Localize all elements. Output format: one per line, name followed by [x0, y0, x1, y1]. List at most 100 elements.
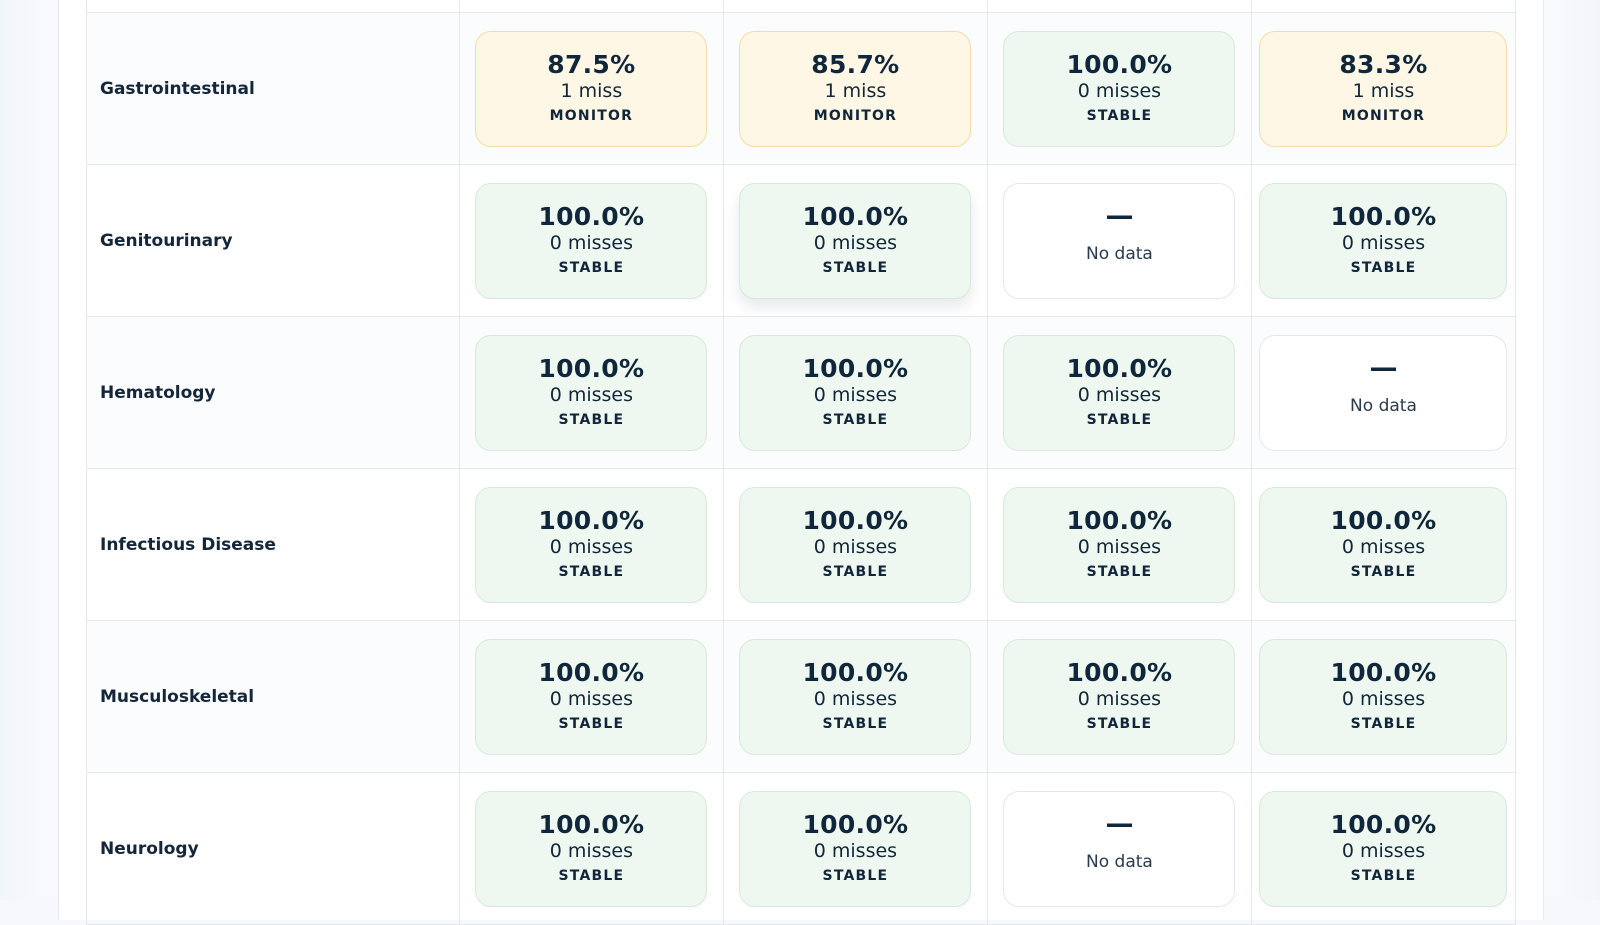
status-label: STABLE	[822, 715, 889, 732]
category-label: Infectious Disease	[86, 468, 460, 621]
metric-card-stable[interactable]: 100.0% 0 misses STABLE	[475, 638, 708, 755]
grid-cell: 85.7% 1 miss MONITOR	[722, 12, 988, 165]
category-label: Neurology	[86, 772, 460, 925]
status-label: STABLE	[822, 259, 889, 276]
miss-count: 0 misses	[1341, 839, 1426, 862]
category-label: Gastrointestinal	[86, 12, 460, 165]
miss-count: 0 misses	[1077, 79, 1162, 102]
metric-card-stable[interactable]: 100.0% 0 misses STABLE	[1003, 486, 1236, 603]
table-row: Infectious Disease 100.0% 0 misses STABLE 10…	[86, 468, 1517, 621]
metric-card-stable[interactable]: 100.0% 0 misses STABLE	[1259, 790, 1508, 907]
performance-grid: Gastrointestinal 87.5% 1 miss MONITOR 85.7% 1…	[86, 0, 1517, 925]
miss-count: 0 misses	[549, 839, 634, 862]
grid-cell: — No data	[1250, 316, 1517, 469]
metric-card-stable[interactable]: 100.0% 0 misses STABLE	[739, 638, 972, 755]
accuracy-percent: 100.0%	[538, 657, 645, 687]
metric-card-stable[interactable]: 100.0% 0 misses STABLE	[1003, 638, 1236, 755]
accuracy-percent: 100.0%	[1066, 49, 1173, 79]
table-row: Gastrointestinal 87.5% 1 miss MONITOR 85.7% 1…	[86, 12, 1517, 165]
miss-count: 0 misses	[813, 687, 898, 710]
status-label: STABLE	[1350, 715, 1417, 732]
accuracy-percent: 100.0%	[802, 809, 909, 839]
status-label: STABLE	[1350, 563, 1417, 580]
status-label: STABLE	[1350, 259, 1417, 276]
grid-cell: 100.0% 0 misses STABLE	[458, 164, 724, 317]
metric-card-stable[interactable]: 100.0% 0 misses STABLE	[475, 334, 708, 451]
metric-card-no-data[interactable]: — No data	[1259, 334, 1508, 451]
grid-cell: 100.0% 0 misses STABLE	[986, 620, 1252, 773]
grid-cell: 100.0% 0 misses STABLE	[1250, 620, 1517, 773]
miss-count: 0 misses	[1341, 535, 1426, 558]
grid-cell: 100.0% 0 misses STABLE	[986, 12, 1252, 165]
category-label: Genitourinary	[86, 164, 460, 317]
table-row	[86, 0, 1517, 13]
miss-count: 0 misses	[1341, 687, 1426, 710]
miss-count: 0 misses	[549, 535, 634, 558]
miss-count: 0 misses	[549, 383, 634, 406]
metric-card-monitor[interactable]: 85.7% 1 miss MONITOR	[739, 30, 972, 147]
metric-card-stable[interactable]: 100.0% 0 misses STABLE	[1003, 30, 1236, 147]
metric-card-monitor[interactable]: 87.5% 1 miss MONITOR	[475, 30, 708, 147]
metric-card-stable[interactable]: 100.0% 0 misses STABLE	[739, 790, 972, 907]
grid-cell: — No data	[986, 164, 1252, 317]
status-label: MONITOR	[813, 107, 898, 124]
status-label: STABLE	[822, 867, 889, 884]
metric-card-stable[interactable]: 100.0% 0 misses STABLE	[1259, 182, 1508, 299]
accuracy-percent: 100.0%	[538, 201, 645, 231]
no-data-label: No data	[1350, 395, 1417, 416]
metric-card-no-data[interactable]: — No data	[1003, 790, 1236, 907]
accuracy-percent: 100.0%	[802, 657, 909, 687]
metric-card-stable[interactable]: 100.0% 0 misses STABLE	[739, 334, 972, 451]
status-label: STABLE	[822, 563, 889, 580]
grid-cell: 100.0% 0 misses STABLE	[1250, 468, 1517, 621]
grid-body: Gastrointestinal 87.5% 1 miss MONITOR 85.7% 1…	[86, 0, 1517, 925]
grid-cell: 100.0% 0 misses STABLE	[458, 772, 724, 925]
miss-count: 0 misses	[1341, 231, 1426, 254]
status-label: STABLE	[558, 411, 625, 428]
grid-cell: 100.0% 0 misses STABLE	[1250, 164, 1517, 317]
grid-cell: 100.0% 0 misses STABLE	[458, 468, 724, 621]
category-label	[86, 0, 460, 13]
grid-cell	[458, 0, 724, 13]
metric-card-stable[interactable]: 100.0% 0 misses STABLE	[475, 486, 708, 603]
grid-cell: 100.0% 0 misses STABLE	[986, 316, 1252, 469]
metric-card-stable[interactable]: 100.0% 0 misses STABLE	[1259, 486, 1508, 603]
accuracy-percent: 100.0%	[1066, 353, 1173, 383]
accuracy-percent: 100.0%	[802, 505, 909, 535]
category-label: Musculoskeletal	[86, 620, 460, 773]
grid-cell: 100.0% 0 misses STABLE	[458, 620, 724, 773]
table-row: Hematology 100.0% 0 misses STABLE 100.0% 0 mi…	[86, 316, 1517, 469]
grid-cell: 100.0% 0 misses STABLE	[1250, 772, 1517, 925]
no-data-dash: —	[1105, 806, 1134, 840]
grid-cell: — No data	[986, 772, 1252, 925]
metric-card-no-data[interactable]: — No data	[1003, 182, 1236, 299]
miss-count: 0 misses	[549, 231, 634, 254]
accuracy-percent: 100.0%	[802, 201, 909, 231]
table-row: Genitourinary 100.0% 0 misses STABLE 100.0% 0…	[86, 164, 1517, 317]
accuracy-percent: 100.0%	[538, 505, 645, 535]
grid-cell: 100.0% 0 misses STABLE	[986, 468, 1252, 621]
grid-cell: 87.5% 1 miss MONITOR	[458, 12, 724, 165]
accuracy-percent: 100.0%	[1066, 657, 1173, 687]
metric-card-stable[interactable]: 100.0% 0 misses STABLE	[739, 182, 972, 299]
accuracy-percent: 100.0%	[538, 353, 645, 383]
metric-card-stable[interactable]: 100.0% 0 misses STABLE	[475, 182, 708, 299]
grid-cell: 100.0% 0 misses STABLE	[722, 772, 988, 925]
grid-cell	[722, 0, 988, 13]
metric-card-stable[interactable]: 100.0% 0 misses STABLE	[1003, 334, 1236, 451]
accuracy-percent: 100.0%	[1330, 809, 1437, 839]
status-label: STABLE	[558, 867, 625, 884]
metric-card-stable[interactable]: 100.0% 0 misses STABLE	[475, 790, 708, 907]
accuracy-percent: 100.0%	[1330, 657, 1437, 687]
accuracy-percent: 100.0%	[1330, 201, 1437, 231]
metric-card-stable[interactable]: 100.0% 0 misses STABLE	[739, 486, 972, 603]
metric-card-stable[interactable]: 100.0% 0 misses STABLE	[1259, 638, 1508, 755]
accuracy-percent: 85.7%	[811, 49, 900, 79]
status-label: STABLE	[1086, 715, 1153, 732]
status-label: STABLE	[558, 259, 625, 276]
metric-card-monitor[interactable]: 83.3% 1 miss MONITOR	[1259, 30, 1508, 147]
grid-cell: 100.0% 0 misses STABLE	[722, 164, 988, 317]
miss-count: 0 misses	[813, 535, 898, 558]
no-data-dash: —	[1105, 198, 1134, 232]
